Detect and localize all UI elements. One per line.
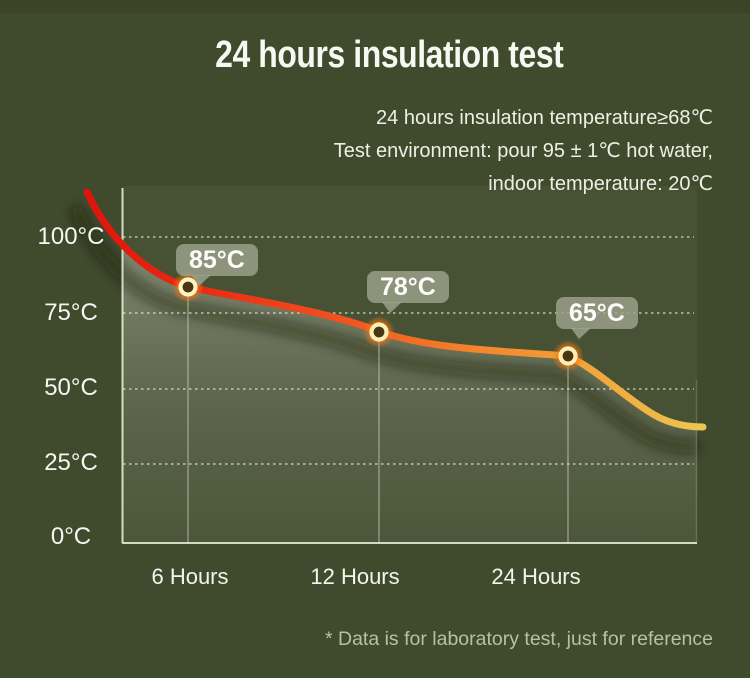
marker-ring-icon [369, 322, 389, 342]
marker-ring-icon [178, 277, 198, 297]
x-tick-label-6h: 6 Hours [151, 564, 229, 589]
top-shade-strip [0, 0, 750, 13]
y-tick-label-25c: 25°C [44, 449, 98, 476]
point-label-text: 65°C [569, 299, 625, 327]
point-label-text: 78°C [380, 273, 436, 301]
tooltip-pointer-icon [380, 302, 402, 313]
page-title: 24 hours insulation test [214, 34, 564, 76]
data-point-marker-78c [363, 316, 395, 348]
test-conditions-text: 24 hours insulation temperature≥68℃ Test… [334, 102, 713, 201]
footnote-disclaimer: * Data is for laboratory test, just for … [324, 628, 713, 650]
temperature-curve [83, 188, 707, 431]
tooltip-pointer-icon [189, 275, 211, 286]
point-label-65c: 65°C [556, 297, 638, 339]
point-label-78c: 78°C [367, 271, 449, 313]
x-tick-label-12h: 12 Hours [310, 564, 400, 589]
curve-shadow [71, 206, 699, 453]
y-tick-label-100c: 100°C [37, 223, 105, 250]
tooltip-pointer-icon [569, 328, 591, 339]
y-tick-label-50c: 50°C [44, 374, 98, 401]
point-drop-lines [187, 290, 569, 543]
y-tick-label-75c: 75°C [44, 299, 98, 326]
point-label-85c: 85°C [176, 244, 258, 286]
y-tick-label-0c: 0°C [50, 523, 92, 550]
subtitle-line-3: indoor temperature: 20℃ [488, 173, 713, 195]
subtitle-line-1: 24 hours insulation temperature≥68℃ [376, 107, 713, 129]
data-point-marker-65c [552, 340, 584, 372]
x-tick-label-24h: 24 Hours [491, 564, 581, 589]
point-label-text: 85°C [189, 246, 245, 274]
data-point-marker-85c [172, 271, 204, 303]
subtitle-line-2: Test environment: pour 95 ± 1℃ hot water… [333, 140, 713, 162]
marker-ring-icon [558, 346, 578, 366]
